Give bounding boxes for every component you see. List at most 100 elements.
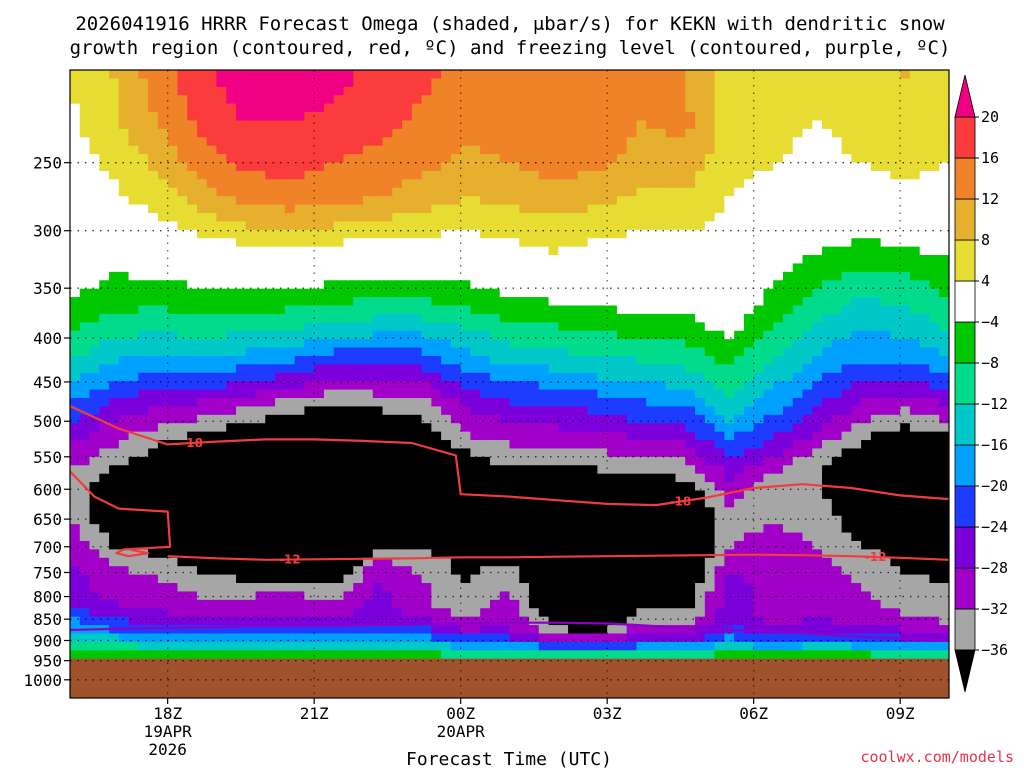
omega-cell bbox=[460, 431, 472, 441]
omega-cell bbox=[509, 297, 520, 307]
omega-cell bbox=[382, 381, 393, 391]
omega-cell bbox=[167, 330, 179, 340]
omega-cell bbox=[157, 255, 169, 265]
omega-cell bbox=[333, 650, 345, 660]
omega-cell bbox=[118, 490, 130, 500]
omega-cell bbox=[99, 112, 110, 122]
omega-cell bbox=[743, 196, 755, 206]
omega-cell bbox=[509, 381, 520, 391]
omega-cell bbox=[753, 170, 765, 180]
omega-cell bbox=[421, 532, 432, 542]
omega-cell bbox=[616, 566, 628, 576]
omega-cell bbox=[558, 355, 569, 365]
omega-cell bbox=[236, 498, 247, 508]
omega-cell bbox=[226, 414, 237, 424]
omega-cell bbox=[441, 490, 452, 500]
omega-cell bbox=[216, 339, 227, 349]
omega-cell bbox=[363, 187, 374, 197]
omega-cell bbox=[695, 532, 706, 542]
omega-cell bbox=[480, 78, 491, 88]
omega-cell bbox=[743, 162, 755, 172]
omega-cell bbox=[636, 364, 647, 374]
omega-cell bbox=[675, 313, 686, 323]
omega-cell bbox=[724, 263, 735, 273]
omega-cell bbox=[402, 532, 413, 542]
omega-cell bbox=[431, 95, 442, 105]
omega-cell bbox=[480, 86, 491, 96]
omega-cell bbox=[255, 423, 266, 433]
omega-cell bbox=[89, 397, 100, 407]
omega-cell bbox=[568, 389, 579, 399]
omega-cell bbox=[470, 414, 481, 424]
omega-cell bbox=[343, 456, 354, 466]
omega-cell bbox=[70, 95, 81, 105]
omega-cell bbox=[89, 599, 100, 609]
omega-cell bbox=[216, 103, 227, 113]
omega-cell bbox=[538, 280, 550, 290]
omega-cell bbox=[304, 238, 315, 248]
omega-cell bbox=[734, 263, 745, 273]
omega-cell bbox=[99, 263, 110, 273]
omega-cell bbox=[480, 313, 491, 323]
omega-cell bbox=[196, 322, 208, 332]
omega-cell bbox=[109, 540, 120, 550]
omega-cell bbox=[499, 381, 511, 391]
omega-cell bbox=[489, 112, 501, 122]
omega-cell bbox=[714, 431, 725, 441]
omega-cell bbox=[99, 456, 110, 466]
omega-cell bbox=[431, 448, 442, 458]
omega-cell bbox=[382, 280, 393, 290]
omega-cell bbox=[245, 103, 257, 113]
omega-cell bbox=[109, 456, 120, 466]
omega-cell bbox=[665, 423, 677, 433]
omega-cell bbox=[587, 221, 598, 231]
omega-cell bbox=[431, 490, 442, 500]
omega-cell bbox=[255, 456, 266, 466]
omega-cell bbox=[646, 498, 657, 508]
omega-cell bbox=[323, 187, 335, 197]
omega-cell bbox=[314, 591, 325, 601]
omega-cell bbox=[128, 297, 139, 307]
omega-cell bbox=[499, 372, 511, 382]
omega-cell bbox=[157, 128, 169, 138]
omega-cell bbox=[216, 212, 227, 222]
omega-cell bbox=[616, 297, 628, 307]
omega-cell bbox=[587, 280, 598, 290]
omega-cell bbox=[255, 339, 266, 349]
omega-cell bbox=[558, 238, 569, 248]
omega-cell bbox=[509, 120, 520, 130]
omega-cell bbox=[421, 70, 432, 80]
omega-cell bbox=[353, 440, 364, 450]
omega-cell bbox=[568, 574, 579, 584]
omega-cell bbox=[372, 263, 384, 273]
omega-cell bbox=[187, 246, 198, 256]
omega-cell bbox=[372, 389, 384, 399]
omega-cell bbox=[470, 515, 481, 525]
omega-cell bbox=[333, 364, 345, 374]
omega-cell bbox=[236, 406, 247, 416]
omega-cell bbox=[79, 440, 91, 450]
omega-cell bbox=[431, 263, 442, 273]
omega-cell bbox=[597, 440, 608, 450]
omega-cell bbox=[753, 204, 765, 214]
omega-cell bbox=[441, 322, 452, 332]
omega-cell bbox=[489, 246, 501, 256]
omega-cell bbox=[460, 86, 472, 96]
omega-cell bbox=[382, 490, 393, 500]
omega-cell bbox=[79, 288, 91, 298]
omega-cell bbox=[89, 246, 100, 256]
omega-cell bbox=[411, 608, 423, 618]
omega-cell bbox=[441, 221, 452, 231]
omega-cell bbox=[167, 212, 179, 222]
omega-cell bbox=[568, 524, 579, 534]
omega-cell bbox=[392, 238, 403, 248]
omega-cell bbox=[499, 103, 511, 113]
omega-cell bbox=[704, 280, 716, 290]
omega-cell bbox=[548, 507, 559, 517]
omega-cell bbox=[695, 599, 706, 609]
omega-cell bbox=[275, 456, 286, 466]
omega-cell bbox=[587, 212, 598, 222]
omega-cell bbox=[734, 170, 745, 180]
omega-cell bbox=[265, 288, 276, 298]
omega-cell bbox=[743, 86, 755, 96]
